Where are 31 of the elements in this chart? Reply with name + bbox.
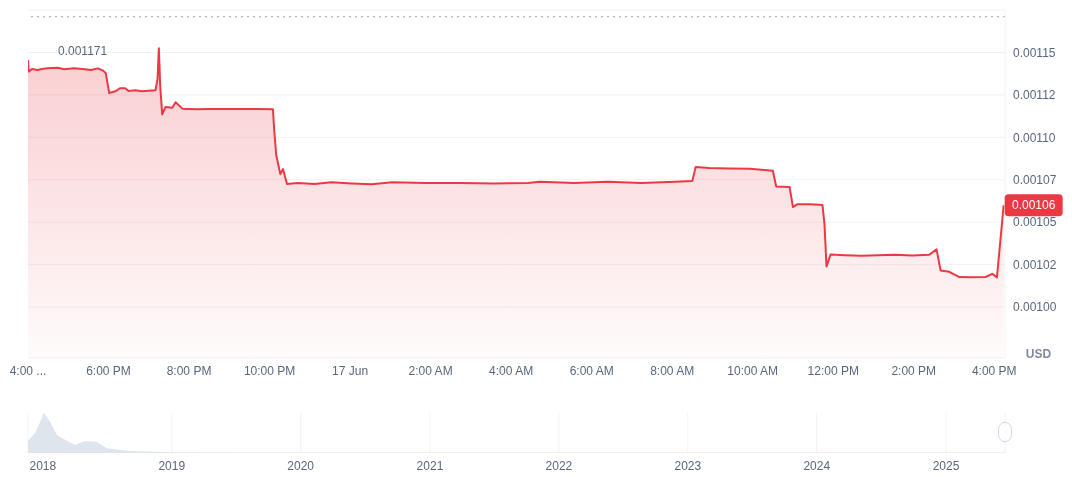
x-tick-label: 10:00 AM [727, 363, 779, 378]
ref-line-label: 0.001171 [58, 44, 108, 59]
x-tick-label: 2018 [29, 458, 57, 473]
y-axis-title: USD [1025, 347, 1052, 361]
x-tick-label: 4:00 ... [9, 363, 47, 378]
x-tick-label: 17 Jun [332, 363, 369, 378]
x-tick-label: 6:00 AM [569, 363, 614, 378]
x-tick-label: 8:00 PM [166, 363, 212, 378]
x-tick-label: 4:00 PM [971, 363, 1017, 378]
x-tick-label: 2020 [287, 458, 315, 473]
x-tick-label: 8:00 AM [650, 363, 695, 378]
x-tick-label: 10:00 PM [243, 363, 296, 378]
y-tick-label: 0.00102 [1013, 257, 1057, 272]
x-tick-label: 2023 [674, 458, 702, 473]
annotation: 0.00106 [1011, 198, 1056, 213]
x-tick-label: 2025 [932, 458, 960, 473]
y-tick-label: 0.00107 [1013, 173, 1057, 188]
x-tick-label: 2021 [416, 458, 444, 473]
y-tick-label: 0.00100 [1013, 300, 1057, 315]
y-tick-label: 0.00110 [1013, 130, 1056, 145]
x-tick-label: 2022 [545, 458, 573, 473]
y-tick-label: 0.00115 [1013, 45, 1056, 60]
y-tick-label: 0.00112 [1013, 88, 1056, 103]
x-tick-label: 2024 [803, 458, 831, 473]
x-tick-label: 2019 [158, 458, 186, 473]
y-tick-label: 0.00105 [1013, 215, 1057, 230]
x-tick-label: 2:00 AM [408, 363, 453, 378]
x-tick-label: 4:00 AM [489, 363, 534, 378]
x-tick-label: 6:00 PM [86, 363, 131, 378]
x-tick-label: 2:00 PM [891, 363, 937, 378]
x-tick-label: 12:00 PM [807, 363, 859, 378]
